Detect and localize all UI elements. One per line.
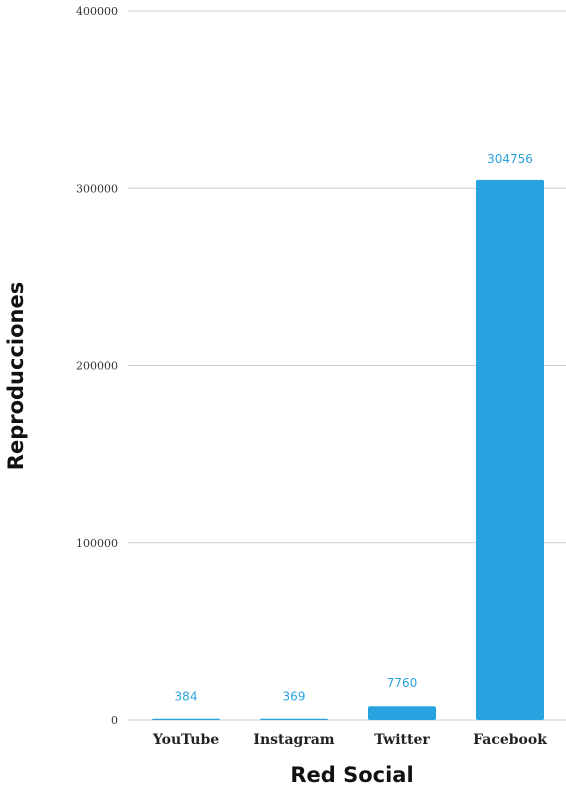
- x-tick-label: Twitter: [374, 732, 430, 748]
- y-axis-ticks: 0 100000 200000 300000 400000: [76, 5, 118, 727]
- x-axis-title: Red Social: [290, 763, 413, 787]
- y-tick-label: 0: [111, 714, 118, 727]
- data-label: 384: [175, 689, 198, 703]
- y-tick-label: 300000: [76, 182, 118, 195]
- y-axis-title: Reproducciones: [4, 282, 28, 470]
- x-tick-label: Instagram: [253, 732, 334, 748]
- x-tick-label: Facebook: [473, 732, 547, 748]
- bar: [260, 718, 328, 720]
- data-label: 7760: [387, 676, 418, 690]
- x-axis-ticks: YouTube Instagram Twitter Facebook: [152, 732, 547, 748]
- x-tick-label: YouTube: [152, 732, 219, 748]
- data-label: 369: [283, 689, 306, 703]
- data-label: 304756: [487, 152, 533, 166]
- data-labels: 384 369 7760 304756: [175, 152, 533, 704]
- y-tick-label: 400000: [76, 5, 118, 18]
- bar: [476, 179, 544, 720]
- bars: [152, 179, 544, 720]
- y-tick-label: 200000: [76, 360, 118, 373]
- y-tick-label: 100000: [76, 537, 118, 550]
- bar: [368, 706, 436, 720]
- bar: [152, 718, 220, 720]
